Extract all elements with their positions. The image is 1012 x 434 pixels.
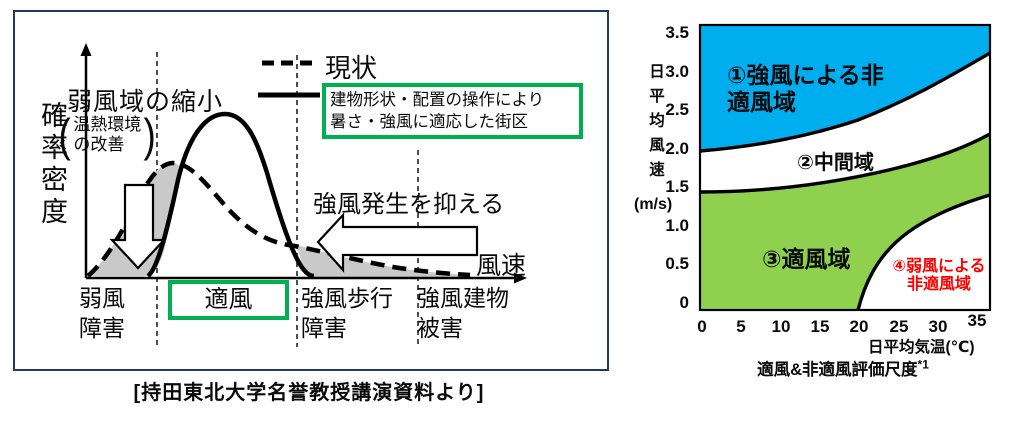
y-axis-unit: (m/s) <box>634 196 673 213</box>
x-tick: 0 <box>697 317 707 336</box>
region-label-weak-wind: ④弱風による 非適風域 <box>892 258 986 293</box>
y-axis-arrowhead-icon <box>80 43 92 56</box>
density-chart-panel: 確率密度 弱風域の縮小 ( 温熱環境 の改善 ) 現状 建物形状・配置の操作によ… <box>13 10 609 371</box>
y-tick: 2.0 <box>665 139 689 158</box>
chart-caption-text: 適風&非適風評価尺度 <box>757 361 918 379</box>
open-paren: ( <box>58 109 71 161</box>
evaluation-scale-canvas <box>698 23 992 312</box>
strong-wind-region <box>700 25 990 151</box>
legend-adapted-box: 建物形状・配置の操作により 暑さ・強風に適応した街区 <box>322 83 583 139</box>
y-axis-label: 確率密度 <box>37 101 67 229</box>
y-tick: 1.0 <box>665 216 689 235</box>
y-tick: 2.5 <box>665 100 689 119</box>
density-chart-canvas <box>80 43 527 347</box>
suppress-annotation: 強風発生を抑える <box>313 191 505 218</box>
y-tick: 3.5 <box>665 23 689 42</box>
shrink-annotation: 弱風域の縮小 <box>67 88 224 116</box>
x-tick: 15 <box>810 317 830 336</box>
boundary-strong-wind <box>699 51 991 153</box>
x-tick: 10 <box>771 317 791 336</box>
x-axis-arrowhead-icon <box>514 272 527 284</box>
suitable-wind-region <box>700 134 990 310</box>
y-tick: 1.5 <box>665 177 689 196</box>
chart-caption-footnote: *1 <box>917 357 929 372</box>
x-axis-title: 日平均気温(℃) <box>868 339 975 356</box>
y-axis-title: 日平均風速 <box>647 63 664 186</box>
zone-label-suitable-wind-box: 適風 <box>168 280 289 320</box>
y-tick: 3.0 <box>665 62 689 81</box>
chart-caption: 適風&非適風評価尺度*1 <box>718 356 968 380</box>
zone-label-strong-wind-building: 強風建物 被害 <box>417 285 509 341</box>
boundary-intermediate <box>699 132 991 194</box>
region-label-strong-wind: ①強風による非 適風域 <box>727 62 884 115</box>
strong-wind-reduction-shade <box>297 245 471 277</box>
zone-label-weak-wind: 弱風 障害 <box>79 285 125 341</box>
y-tick: 0 <box>679 293 689 312</box>
close-paren: ) <box>143 109 157 161</box>
plot-frame <box>698 23 992 312</box>
down-arrow-icon <box>109 183 167 270</box>
x-tick: 5 <box>736 317 746 336</box>
x-tick: 30 <box>928 317 948 336</box>
adapted-distribution-curve <box>146 111 315 279</box>
x-tick: 25 <box>889 317 909 336</box>
boundary-weak-wind <box>856 193 991 311</box>
source-caption: [持田東北大学名誉教授講演資料より] <box>133 382 485 404</box>
x-axis-label: 風速 <box>476 252 527 280</box>
region-label-suitable: ③適風域 <box>762 246 851 272</box>
region-label-intermediate: ②中間域 <box>797 152 874 174</box>
zone-label-strong-wind-walking: 強風歩行 障害 <box>301 285 393 341</box>
y-tick: 0.5 <box>665 254 689 273</box>
legend-current-label: 現状 <box>325 53 378 83</box>
thermal-annotation-group: ( 温熱環境 の改善 ) <box>57 111 158 159</box>
x-tick: 35 <box>967 311 987 330</box>
x-tick: 20 <box>849 317 869 336</box>
left-arrow-icon <box>316 212 479 273</box>
thermal-annotation: 温熱環境 の改善 <box>73 115 142 154</box>
